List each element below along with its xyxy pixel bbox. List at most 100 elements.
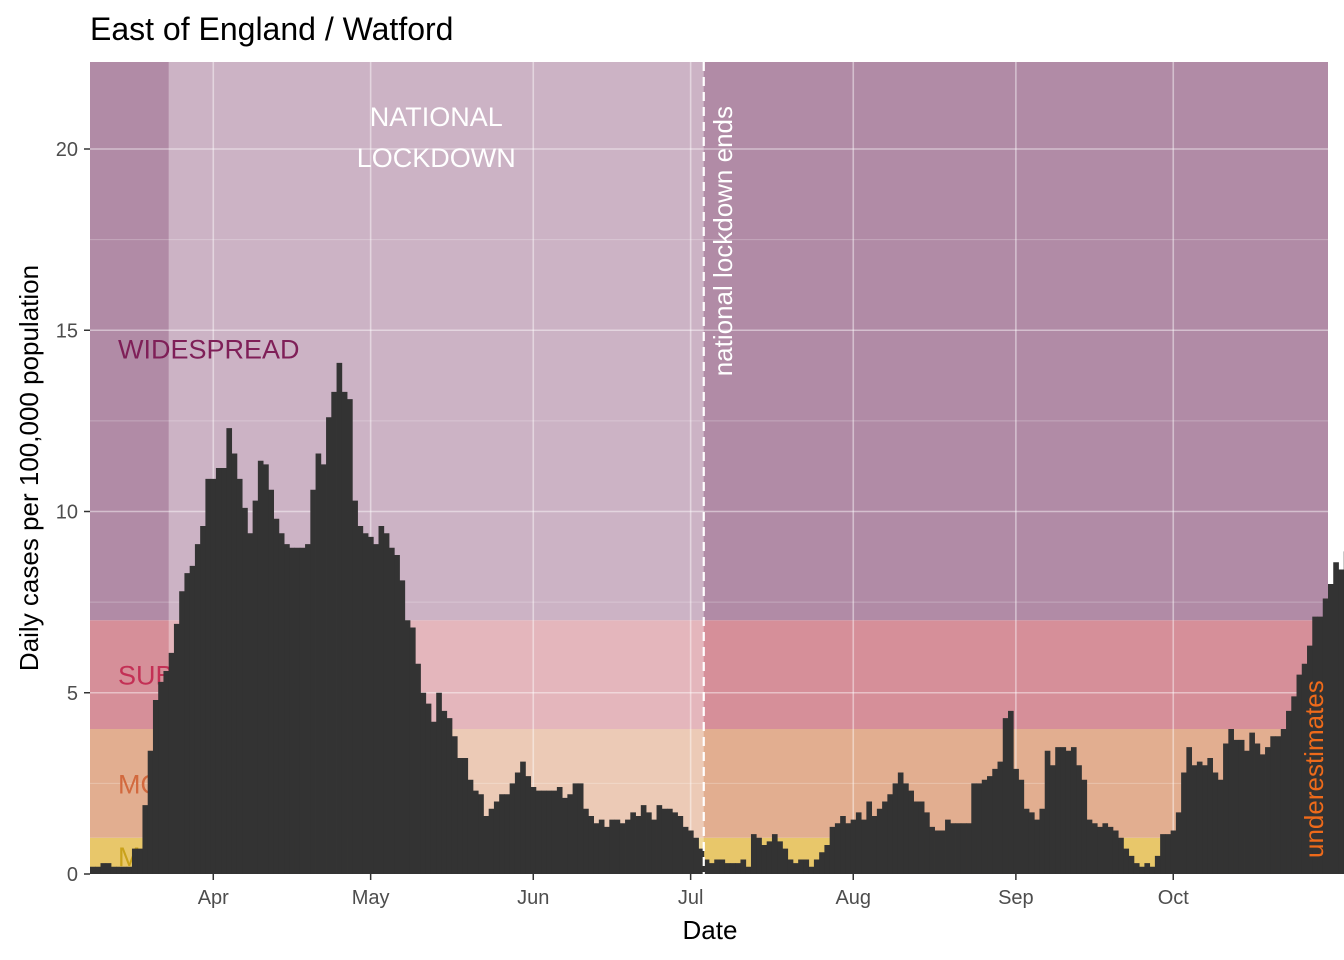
bar — [152, 700, 159, 874]
bar — [131, 848, 138, 874]
bar — [1338, 569, 1344, 874]
bar — [1312, 616, 1318, 874]
bar — [834, 823, 841, 874]
bar — [1086, 819, 1093, 874]
bar — [105, 863, 112, 874]
bar — [1081, 779, 1088, 874]
bar — [1296, 674, 1303, 874]
bar — [729, 863, 736, 874]
y-tick-label: 20 — [56, 139, 78, 161]
bar — [672, 812, 678, 874]
bar — [446, 718, 453, 874]
bar — [1181, 772, 1187, 874]
bar — [588, 816, 594, 874]
bar — [992, 768, 998, 874]
bar — [1202, 765, 1208, 874]
bar — [299, 547, 306, 874]
bar — [646, 812, 652, 874]
bar — [399, 580, 406, 874]
bar — [488, 808, 495, 874]
bar — [583, 808, 589, 874]
bar — [1107, 826, 1114, 874]
bar — [756, 837, 762, 874]
bar — [378, 526, 385, 874]
bar — [1265, 747, 1271, 874]
bar — [908, 790, 914, 874]
bar — [383, 533, 390, 874]
bar — [200, 526, 206, 874]
bar — [1055, 747, 1061, 874]
bar — [782, 848, 789, 874]
bar — [189, 565, 196, 874]
bar — [630, 812, 636, 874]
bar — [761, 845, 768, 874]
bar — [221, 468, 227, 874]
bar — [903, 783, 909, 874]
bar — [976, 783, 983, 874]
bar — [451, 736, 458, 874]
bar — [808, 866, 815, 874]
bar — [483, 816, 490, 874]
bar — [829, 826, 836, 874]
bar — [661, 808, 668, 874]
bar — [137, 848, 143, 874]
bar — [215, 468, 222, 874]
bar — [1039, 808, 1046, 874]
bar — [1328, 584, 1334, 874]
bar — [110, 866, 117, 874]
bar — [541, 790, 547, 874]
y-tick-label: 10 — [56, 502, 78, 524]
bar — [394, 555, 400, 874]
bar — [1123, 848, 1130, 874]
bar — [918, 801, 925, 874]
bar — [567, 794, 574, 874]
bar — [158, 681, 164, 874]
bar — [184, 573, 191, 874]
bar — [95, 866, 101, 874]
bar — [803, 859, 810, 874]
bar — [771, 834, 778, 874]
bar — [347, 399, 353, 874]
bar — [887, 794, 894, 874]
bar — [882, 801, 888, 874]
bar — [116, 866, 122, 874]
bar — [950, 823, 956, 874]
bar — [315, 453, 322, 874]
bar — [1018, 779, 1025, 874]
bar — [1170, 830, 1177, 874]
bar — [740, 859, 747, 874]
bar — [1254, 743, 1261, 874]
bar — [750, 834, 757, 874]
bar — [845, 823, 852, 874]
bar — [163, 671, 170, 874]
bar — [100, 863, 107, 874]
bar — [840, 816, 846, 874]
bar — [1128, 855, 1135, 874]
bar — [430, 721, 437, 874]
bar — [121, 866, 128, 874]
bar — [420, 692, 427, 874]
bar — [462, 758, 469, 874]
x-tick-label: Jun — [517, 887, 549, 909]
x-tick-label: Sep — [998, 887, 1034, 909]
bar — [205, 478, 212, 874]
bar — [173, 623, 180, 874]
bar — [1333, 562, 1339, 874]
bar — [289, 547, 295, 874]
bar — [341, 391, 348, 874]
bar — [1060, 747, 1067, 874]
bar — [598, 819, 605, 874]
bar — [168, 652, 175, 874]
bar — [1286, 710, 1292, 874]
bar — [310, 489, 316, 874]
bar — [530, 787, 537, 874]
bar — [640, 805, 647, 874]
bar — [1223, 743, 1229, 874]
bar — [493, 801, 500, 874]
bar — [871, 816, 878, 874]
bar — [682, 826, 689, 874]
bar — [551, 790, 558, 874]
bar — [724, 863, 731, 874]
bar — [499, 794, 505, 874]
bar — [90, 866, 96, 874]
